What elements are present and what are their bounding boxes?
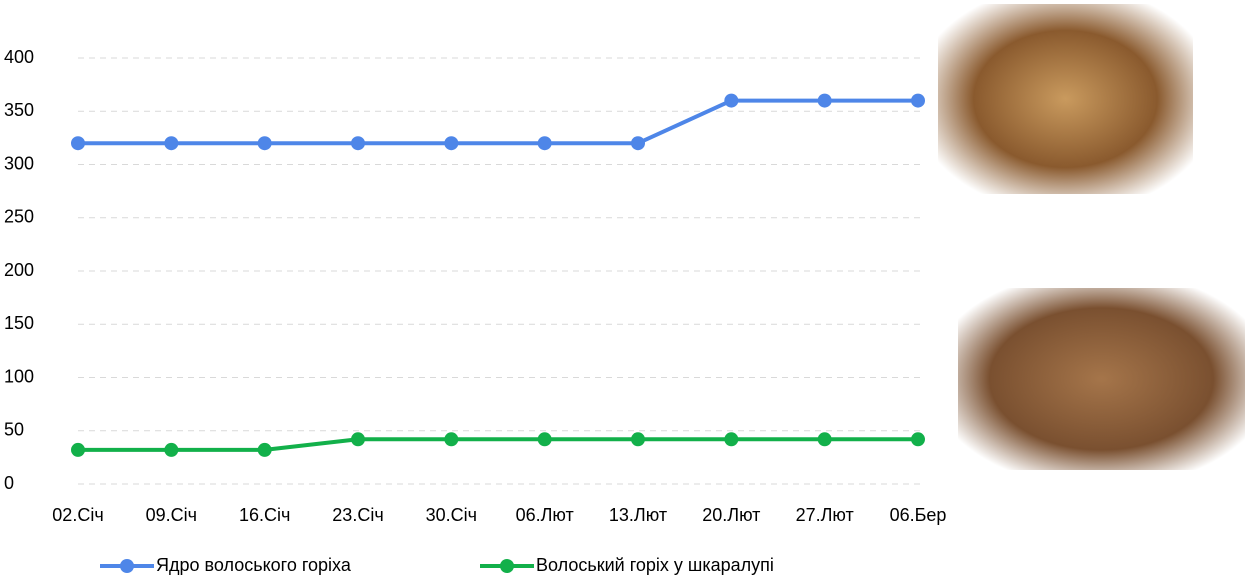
y-tick-label: 250 bbox=[4, 207, 34, 227]
legend-label: Ядро волоського горіха bbox=[156, 555, 352, 575]
series-marker bbox=[817, 432, 832, 447]
series-marker bbox=[537, 136, 552, 151]
y-tick-label: 0 bbox=[4, 473, 14, 493]
y-tick-label: 350 bbox=[4, 100, 34, 120]
photo-walnut-kernels bbox=[938, 4, 1193, 194]
series-marker bbox=[817, 93, 832, 108]
x-tick-label: 06.Лют bbox=[516, 505, 574, 525]
series-marker bbox=[444, 136, 459, 151]
x-tick-label: 27.Лют bbox=[796, 505, 854, 525]
y-tick-label: 200 bbox=[4, 260, 34, 280]
legend-label: Волоський горіх у шкаралупі bbox=[536, 555, 774, 575]
x-tick-label: 20.Лют bbox=[702, 505, 760, 525]
series-marker bbox=[71, 442, 85, 457]
series-marker bbox=[257, 442, 272, 457]
series-marker bbox=[631, 136, 645, 151]
series-marker bbox=[164, 136, 179, 151]
series-marker bbox=[537, 432, 552, 447]
series-line bbox=[78, 98, 918, 146]
y-tick-label: 150 bbox=[4, 313, 34, 333]
legend-marker bbox=[120, 559, 134, 573]
series-marker bbox=[351, 432, 365, 447]
y-tick-label: 300 bbox=[4, 153, 34, 173]
x-tick-label: 16.Січ bbox=[239, 505, 290, 525]
series-marker bbox=[71, 136, 85, 151]
series-marker bbox=[911, 93, 925, 108]
x-tick-label: 30.Січ bbox=[426, 505, 477, 525]
series-marker bbox=[724, 432, 739, 447]
series-marker bbox=[257, 136, 272, 151]
x-tick-label: 06.Бер bbox=[890, 505, 947, 525]
legend-marker bbox=[500, 559, 514, 573]
series-marker bbox=[351, 136, 365, 151]
x-tick-label: 09.Січ bbox=[146, 505, 197, 525]
photo-walnuts-in-shell bbox=[958, 288, 1245, 470]
series-marker bbox=[911, 432, 925, 447]
series-marker bbox=[164, 442, 179, 457]
series-line bbox=[78, 437, 918, 452]
y-tick-label: 400 bbox=[4, 47, 34, 67]
x-tick-label: 23.Січ bbox=[332, 505, 383, 525]
series-marker bbox=[724, 93, 739, 108]
y-tick-label: 50 bbox=[4, 420, 24, 440]
series-marker bbox=[444, 432, 459, 447]
x-tick-label: 02.Січ bbox=[52, 505, 103, 525]
x-tick-label: 13.Лют bbox=[609, 505, 667, 525]
series-marker bbox=[631, 432, 645, 447]
y-tick-label: 100 bbox=[4, 366, 34, 386]
